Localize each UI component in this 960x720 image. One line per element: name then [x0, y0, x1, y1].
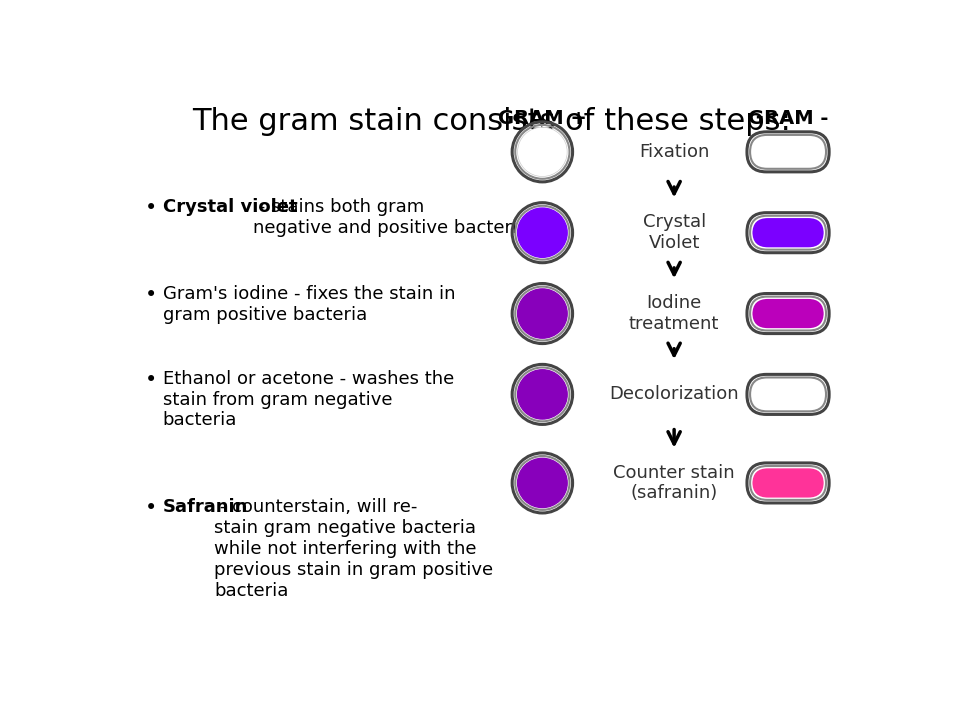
Text: Decolorization: Decolorization [610, 385, 739, 403]
Text: Crystal violet: Crystal violet [162, 198, 298, 216]
FancyBboxPatch shape [753, 299, 824, 328]
Text: GRAM -: GRAM - [748, 109, 828, 128]
Text: •: • [145, 370, 157, 390]
Circle shape [517, 289, 567, 338]
Text: GRAM +: GRAM + [498, 109, 587, 128]
Text: Iodine
treatment: Iodine treatment [629, 294, 719, 333]
Circle shape [517, 208, 567, 257]
Text: Crystal
Violet: Crystal Violet [642, 213, 706, 252]
Text: •: • [145, 498, 157, 518]
Text: Ethanol or acetone - washes the
stain from gram negative
bacteria: Ethanol or acetone - washes the stain fr… [162, 370, 454, 429]
Circle shape [517, 370, 567, 419]
FancyBboxPatch shape [753, 218, 824, 248]
FancyBboxPatch shape [753, 138, 824, 166]
Text: Gram's iodine - fixes the stain in
gram positive bacteria: Gram's iodine - fixes the stain in gram … [162, 285, 455, 324]
Text: •: • [145, 198, 157, 218]
Circle shape [517, 127, 567, 176]
Text: Counter stain
(safranin): Counter stain (safranin) [613, 464, 735, 503]
Text: - counterstain, will re-
stain gram negative bacteria
while not interfering with: - counterstain, will re- stain gram nega… [214, 498, 493, 600]
Text: The gram stain consists of these steps:: The gram stain consists of these steps: [193, 107, 791, 136]
Text: Fixation: Fixation [639, 143, 709, 161]
Text: •: • [145, 285, 157, 305]
Circle shape [517, 459, 567, 508]
Text: - stains both gram
negative and positive bacteria: - stains both gram negative and positive… [252, 198, 528, 237]
Text: Safranin: Safranin [162, 498, 248, 516]
FancyBboxPatch shape [753, 468, 824, 498]
FancyBboxPatch shape [753, 379, 824, 409]
